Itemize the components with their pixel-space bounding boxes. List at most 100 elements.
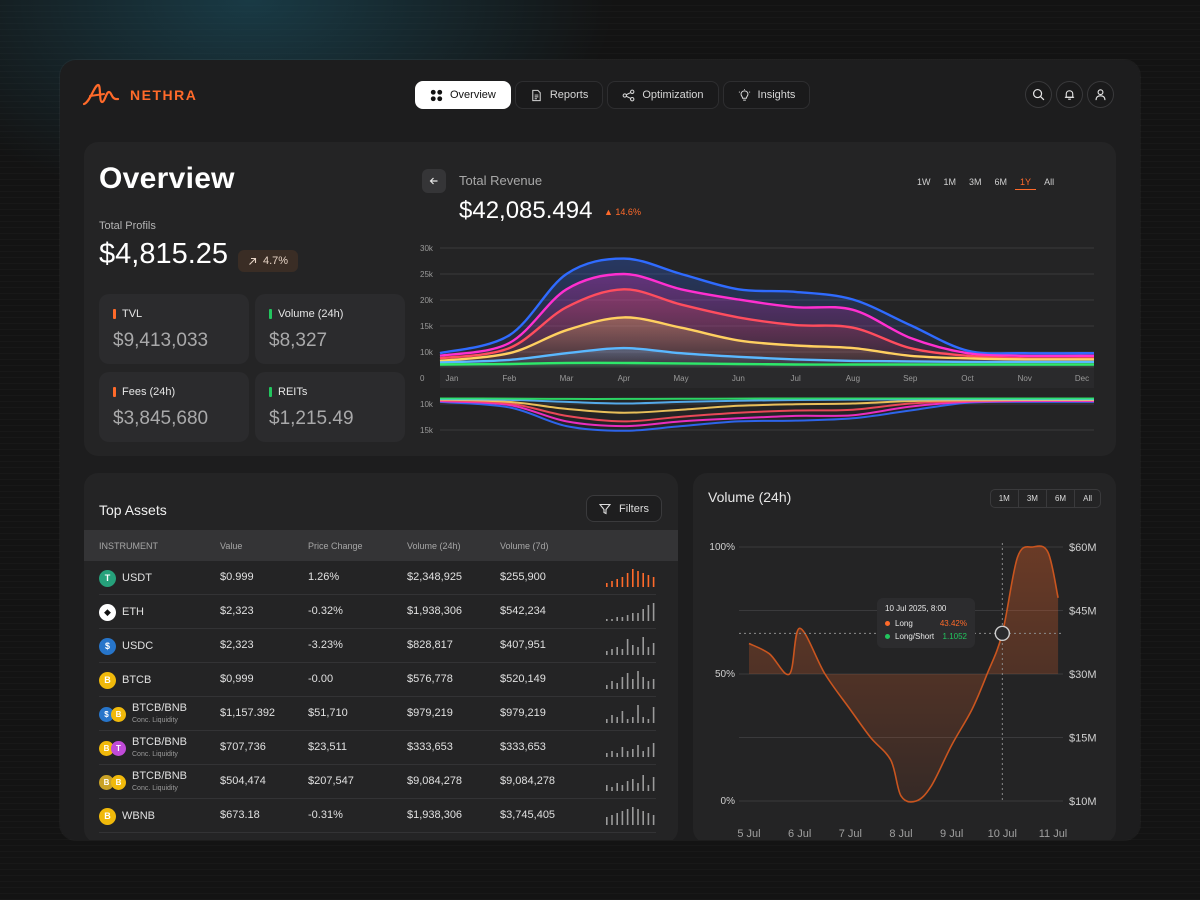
volume-7d-cell: $333,653 (500, 741, 546, 753)
volume-7d-cell: $542,234 (500, 605, 546, 617)
sparkline-bar (611, 715, 613, 723)
sparkline-bar (642, 573, 644, 587)
notifications-button[interactable] (1056, 81, 1083, 108)
sparkline-bar (621, 785, 624, 791)
period-3m[interactable]: 3M (969, 177, 982, 187)
volume-24h-cell: $333,653 (407, 741, 453, 753)
tab-overview[interactable]: Overview (415, 81, 511, 109)
period-all[interactable]: All (1044, 177, 1055, 187)
sparkline-bar (637, 613, 639, 621)
x-tick-label: Jan (446, 374, 459, 383)
sparkline-bar (626, 639, 629, 655)
status-indicator (113, 387, 116, 397)
col-price-change[interactable]: Price Change (308, 541, 363, 551)
sparkline-bar (637, 783, 639, 791)
sparkline-bar (642, 717, 644, 723)
x-tick-label: Aug (846, 374, 860, 383)
table-row[interactable]: B T BTCB/BNB Conc. Liquidity $707,736 $23,511… (84, 731, 678, 765)
vol-period-all[interactable]: All (1074, 490, 1100, 507)
lightbulb-icon (738, 88, 750, 101)
table-row[interactable]: $ B BTCB/BNB Conc. Liquidity $1,157.392 $51,7… (84, 697, 678, 731)
instrument-name-wrap: WBNB (122, 810, 155, 822)
instrument-name: USDT (122, 571, 152, 584)
sparkline-bar (647, 681, 650, 689)
x-tick-label: 9 Jul (940, 828, 963, 840)
stat-reits-header: REITs (269, 386, 307, 398)
tab-insights[interactable]: Insights (722, 81, 811, 109)
period-1m[interactable]: 1M (943, 177, 957, 187)
sparkline-bar (616, 683, 618, 689)
profile-button[interactable] (1087, 81, 1114, 108)
table-row[interactable]: $ USDC $2,323 -3.23% $828,817 $407,951 (84, 629, 678, 663)
sparkline-bar (621, 747, 624, 757)
tooltip-long-value: 43.42% (939, 619, 967, 628)
sparkline (606, 569, 655, 587)
coin-icon: B (99, 807, 116, 825)
total-profits-value: $4,815.25 (99, 238, 229, 270)
vol-period-6m[interactable]: 6M (1045, 490, 1074, 507)
table-row[interactable]: T USDT $0.999 1.26% $2,348,925 $255,900 (84, 561, 678, 595)
top-assets-card: Top Assets Filters INSTRUMENT Value Pric… (84, 473, 678, 840)
table-row[interactable]: B WBNB $673.18 -0.31% $1,938,306 $3,745,405 (84, 799, 678, 833)
sparkline-bar (616, 813, 618, 825)
stat-reits[interactable]: REITs $1,215.49 (255, 372, 405, 442)
table-row[interactable]: ◆ ETH $2,323 -0.32% $1,938,306 $542,234 (84, 595, 678, 629)
sparkline-bar (616, 647, 618, 655)
sparkline-bar (611, 649, 613, 655)
x-tick-label: Jun (732, 374, 745, 383)
back-button[interactable] (422, 169, 446, 193)
x-tick-label: Nov (1018, 374, 1032, 383)
col-value[interactable]: Value (220, 541, 243, 551)
table-row[interactable]: B B BTCB/BNB Conc. Liquidity $504,474 $207,54… (84, 765, 678, 799)
stat-volume-value: $8,327 (269, 330, 328, 351)
sparkline-bar (642, 637, 644, 655)
tab-reports[interactable]: Reports (514, 81, 604, 109)
sparkline-bar (611, 581, 613, 587)
price-change-cell: $51,710 (308, 707, 348, 719)
stat-fees[interactable]: Fees (24h) $3,845,680 (99, 372, 249, 442)
period-6m[interactable]: 6M (994, 177, 1008, 187)
vol-period-1m[interactable]: 1M (998, 494, 1010, 503)
stat-volume-label: Volume (24h) (278, 308, 344, 320)
stat-volume[interactable]: Volume (24h) $8,327 (255, 294, 405, 364)
period-1w[interactable]: 1W (917, 177, 931, 187)
col-instrument[interactable]: INSTRUMENT (99, 541, 158, 551)
tooltip-ratio-value: 1.1052 (942, 632, 967, 641)
table-row[interactable]: B BTCB $0,999 -0.00 $576,778 $520,149 (84, 663, 678, 697)
brand-logo[interactable]: NETHRA (82, 82, 197, 108)
value-cell: $0.999 (220, 571, 254, 583)
value-cell: $707,736 (220, 741, 266, 753)
period-1y[interactable]: 1Y (1015, 175, 1037, 190)
sparkline-bar (647, 647, 650, 655)
sparkline-bar (616, 783, 618, 791)
filters-button[interactable]: Filters (586, 495, 662, 522)
sparkline-bar (637, 745, 639, 757)
sparkline-bar (652, 743, 655, 757)
brand-mark-icon (82, 83, 120, 106)
revenue-value: $42,085.494 (459, 197, 593, 224)
stat-tvl[interactable]: TVL $9,413,033 (99, 294, 249, 364)
revenue-change: ▲ 14.6% (604, 207, 641, 217)
sparkline-bar (632, 613, 634, 621)
coin-icon: $ (99, 706, 114, 722)
search-button[interactable] (1025, 81, 1052, 108)
revenue-title: Total Revenue (459, 173, 543, 188)
stat-reits-value: $1,215.49 (269, 408, 354, 429)
row-divider (99, 696, 656, 697)
y-right-tick-label: $10M (1069, 796, 1097, 808)
tooltip-ratio-row: Long/Short 1.1052 (885, 632, 967, 641)
col-volume-24h[interactable]: Volume (24h) (407, 541, 461, 551)
ratio-dot-icon (885, 634, 890, 639)
sparkline (606, 743, 655, 757)
sparkline-bar (647, 747, 650, 757)
bell-icon (1064, 90, 1075, 100)
sparkline-bar (652, 679, 655, 689)
col-volume-7d[interactable]: Volume (7d) (500, 541, 549, 551)
sparkline-bar (621, 577, 624, 587)
sparkline-bar (621, 649, 624, 655)
instrument-cell: B T BTCB/BNB Conc. Liquidity (99, 731, 187, 765)
vol-period-3m[interactable]: 3M (1017, 490, 1046, 507)
tab-optimization[interactable]: Optimization (607, 81, 719, 109)
crosshair-point (994, 625, 1011, 642)
